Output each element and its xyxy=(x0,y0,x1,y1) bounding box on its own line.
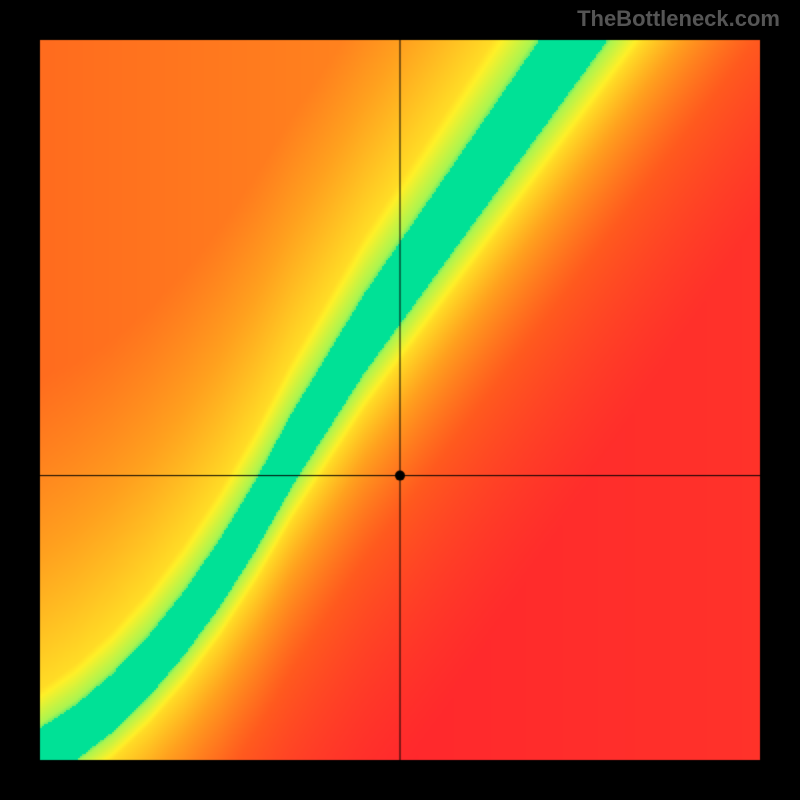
heatmap-chart xyxy=(0,0,800,800)
watermark-text: TheBottleneck.com xyxy=(577,6,780,32)
